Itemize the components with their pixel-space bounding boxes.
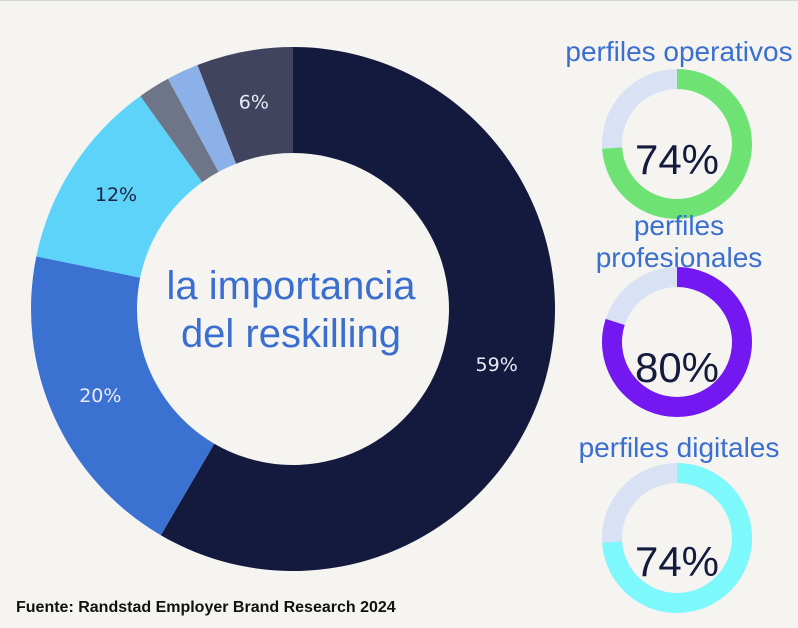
main-title-line-2: del reskilling xyxy=(180,312,402,356)
main-donut-chart: 59% 20% 12% 6% xyxy=(30,47,555,571)
gauge-perfiles-profesionales: perfiles profesionales 80% xyxy=(560,210,798,420)
gauge-title: perfiles operativos xyxy=(560,36,798,68)
gauge-title-line-1: perfiles digitales xyxy=(578,432,780,463)
donut-slice-label-3: 12% xyxy=(95,184,137,206)
donut-slice-5 xyxy=(167,65,237,172)
gauge-perfiles-digitales: perfiles digitales 74% xyxy=(560,428,798,618)
main-chart-title: la importancia del reskilling xyxy=(140,262,442,358)
source-note: Fuente: Randstad Employer Brand Research… xyxy=(16,599,396,616)
donut-slice-label-6: 6% xyxy=(239,92,269,114)
donut-slice-label-2: 20% xyxy=(79,385,121,407)
gauge-ring xyxy=(602,69,752,219)
gauge-title: perfiles digitales xyxy=(560,432,798,464)
donut-slice-2 xyxy=(30,256,215,536)
gauge-ring xyxy=(602,463,752,613)
gauge-title: perfiles profesionales xyxy=(560,210,798,274)
gauge-value: 74% xyxy=(634,136,720,183)
donut-slice-4 xyxy=(140,78,219,183)
gauge-perfiles-operativos: perfiles operativos 74% xyxy=(560,32,798,219)
gauge-value: 80% xyxy=(634,344,720,391)
gauge-ring xyxy=(602,267,752,417)
gauge-value: 74% xyxy=(634,538,720,585)
gauge-title-line-1: perfiles xyxy=(633,210,725,241)
donut-slice-3 xyxy=(36,96,203,278)
donut-slice-1 xyxy=(160,47,555,571)
donut-slice-label-1: 59% xyxy=(476,354,518,376)
main-title-line-1: la importancia xyxy=(166,264,416,308)
donut-slice-6 xyxy=(197,47,293,164)
gauge-title-line-1: perfiles operativos xyxy=(565,36,793,67)
top-divider xyxy=(0,0,798,1)
